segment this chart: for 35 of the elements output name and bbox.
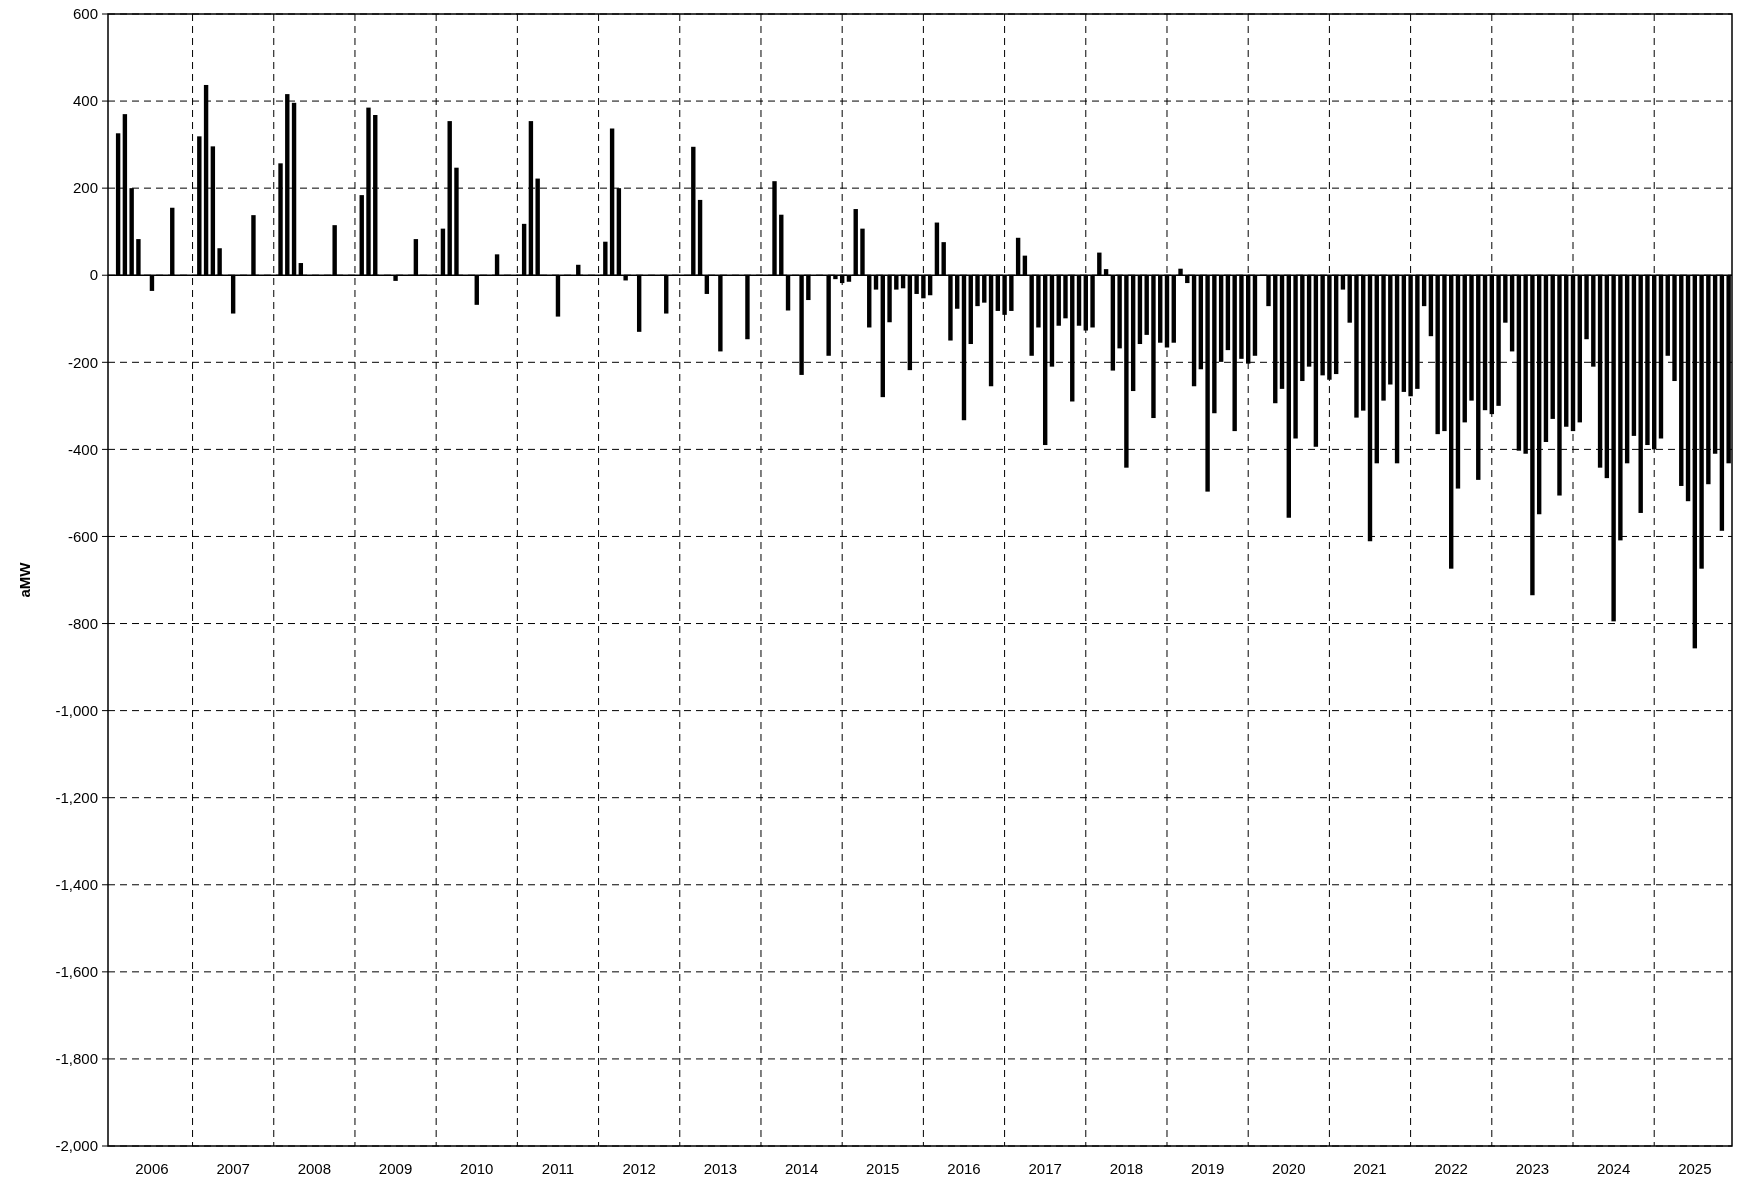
x-tick-label: 2006 (135, 1160, 169, 1177)
y-tick-label: -200 (67, 353, 98, 371)
x-tick-label: 2025 (1678, 1160, 1712, 1177)
y-tick-label: -800 (67, 614, 98, 632)
x-tick-label: 2022 (1434, 1160, 1468, 1177)
y-tick-label: -1,000 (55, 701, 98, 719)
y-tick-label: 400 (72, 92, 98, 110)
x-tick-label: 2011 (541, 1160, 575, 1177)
x-tick-label: 2012 (622, 1160, 656, 1177)
y-tick-label: -1,600 (55, 963, 98, 981)
y-tick-label: -1,400 (55, 876, 98, 894)
y-axis-title: aMW (16, 561, 33, 598)
x-tick-label: 2009 (378, 1160, 413, 1177)
x-tick-label: 2024 (1596, 1160, 1631, 1177)
x-tick-label: 2007 (216, 1160, 250, 1177)
y-tick-label: 600 (72, 5, 98, 23)
y-tick-label: -600 (67, 527, 98, 545)
y-tick-label: -1,200 (55, 788, 98, 806)
x-tick-label: 2015 (866, 1160, 900, 1177)
x-tick-label: 2010 (460, 1160, 494, 1177)
y-tick-label: 200 (72, 179, 98, 197)
x-tick-label: 2019 (1190, 1160, 1225, 1177)
y-tick-label: -2,000 (55, 1137, 98, 1155)
x-tick-label: 2014 (784, 1160, 819, 1177)
x-tick-label: 2013 (703, 1160, 738, 1177)
y-tick-label: -1,800 (55, 1050, 98, 1068)
x-tick-label: 2016 (947, 1160, 981, 1177)
x-tick-label: 2017 (1028, 1160, 1062, 1177)
y-tick-label: 0 (89, 266, 98, 284)
x-tick-label: 2018 (1109, 1160, 1144, 1177)
x-tick-label: 2021 (1353, 1160, 1387, 1177)
y-tick-label: -400 (67, 440, 98, 458)
x-tick-label: 2023 (1515, 1160, 1550, 1177)
x-tick-label: 2008 (297, 1160, 332, 1177)
x-tick-label: 2020 (1272, 1160, 1306, 1177)
